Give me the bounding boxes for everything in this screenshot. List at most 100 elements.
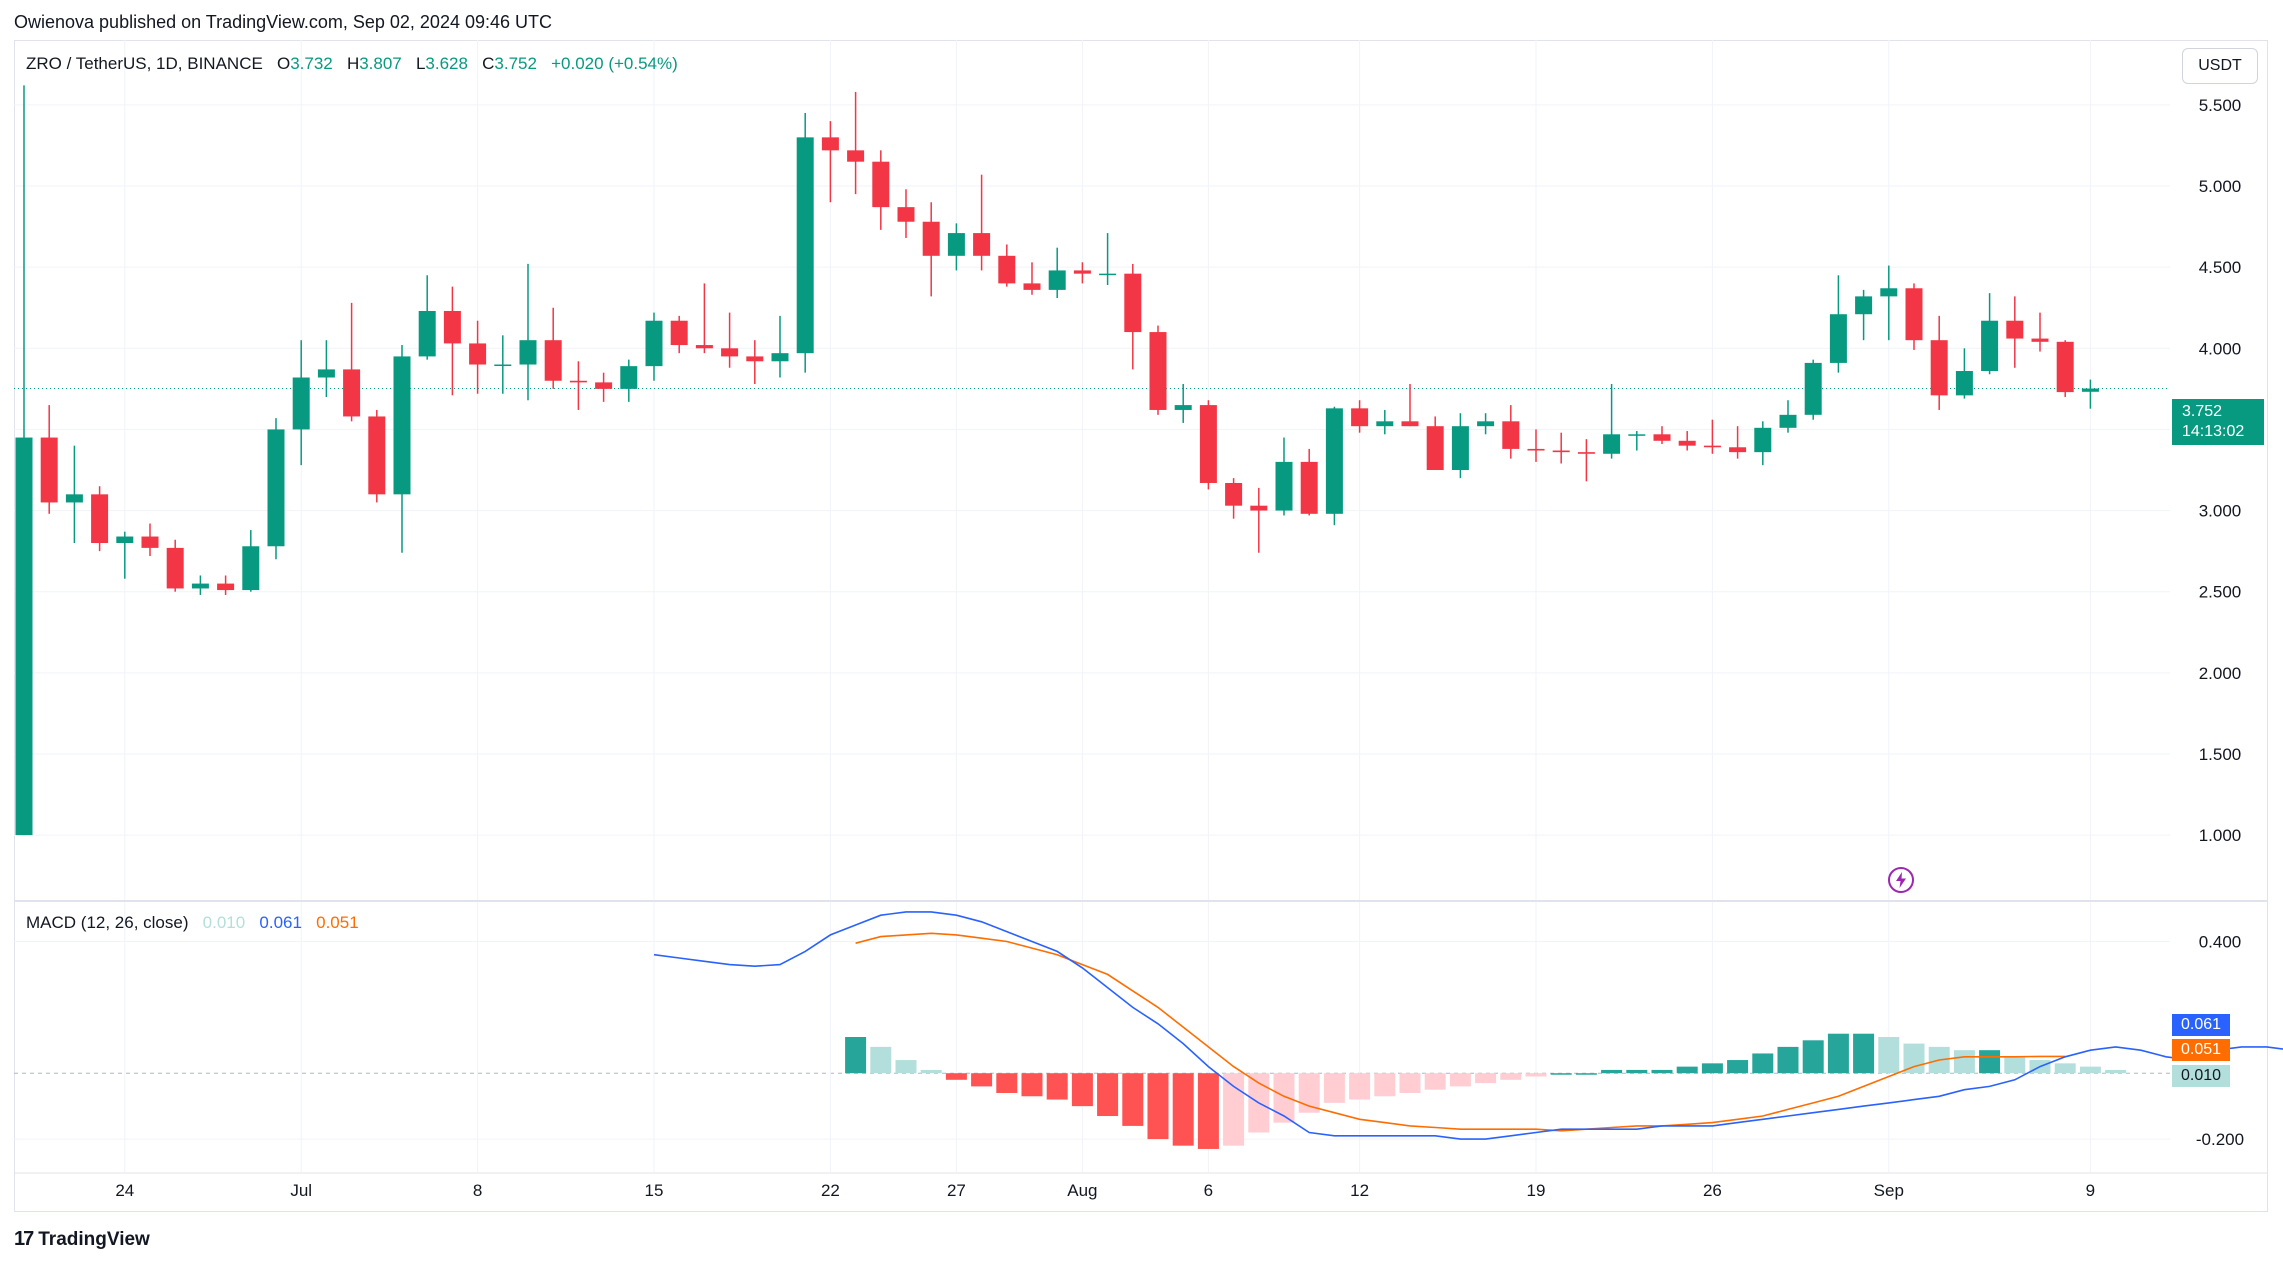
time-tick-label: Jul bbox=[290, 1181, 312, 1200]
candle-body bbox=[1678, 440, 1696, 446]
candle bbox=[1703, 419, 1721, 454]
candle-body bbox=[494, 364, 512, 367]
candle-body bbox=[1603, 434, 1621, 454]
time-tick-label: 12 bbox=[1350, 1181, 1369, 1200]
macd-signal-tag: 0.051 bbox=[2172, 1039, 2230, 1061]
candle-body bbox=[40, 437, 58, 503]
candle bbox=[443, 286, 461, 396]
macd-histogram-bar bbox=[1097, 1073, 1119, 1117]
time-tick-label: Sep bbox=[1874, 1181, 1904, 1200]
candle bbox=[1023, 262, 1041, 295]
candle bbox=[1779, 400, 1797, 433]
candle-body bbox=[973, 233, 991, 256]
macd-legend[interactable]: MACD (12, 26, close) 0.010 0.061 0.051 bbox=[26, 913, 359, 933]
time-axis[interactable]: 24 Jul 8 15 22 27 Aug 6 12 19 26 Sep 9 bbox=[115, 1181, 2095, 1200]
currency-button[interactable]: USDT bbox=[2182, 48, 2258, 84]
candle bbox=[872, 150, 890, 230]
candle-body bbox=[1930, 340, 1948, 396]
price-axis[interactable]: 5.5005.0004.5004.0003.5003.0002.5002.000… bbox=[2199, 96, 2242, 845]
candle bbox=[645, 312, 663, 381]
symbol-legend[interactable]: ZRO / TetherUS, 1D, BINANCE O3.732 H3.80… bbox=[26, 54, 678, 74]
candle-body bbox=[1048, 270, 1066, 290]
candle-body bbox=[1250, 505, 1268, 511]
candle bbox=[494, 335, 512, 394]
candle bbox=[1855, 289, 1873, 341]
candle bbox=[897, 189, 915, 238]
macd-histogram-bar bbox=[1197, 1073, 1219, 1149]
price-tick-label: 3.000 bbox=[2199, 502, 2242, 521]
open-value: 3.732 bbox=[290, 54, 333, 73]
candle bbox=[1577, 439, 1595, 482]
tradingview-mark-icon: 17 bbox=[14, 1228, 34, 1250]
candle bbox=[166, 539, 184, 592]
time-tick-label: 15 bbox=[645, 1181, 664, 1200]
macd-axis[interactable]: 0.400 -0.200 bbox=[2196, 933, 2244, 1150]
macd-histogram-bar bbox=[1777, 1046, 1799, 1074]
price-tick-label: 5.500 bbox=[2199, 96, 2242, 115]
open-label: O bbox=[276, 54, 291, 73]
macd-histogram-bar bbox=[1575, 1073, 1597, 1075]
candle bbox=[1981, 293, 1999, 375]
candle bbox=[1603, 384, 1621, 459]
macd-histogram-bar bbox=[1399, 1073, 1421, 1093]
candle bbox=[418, 275, 436, 360]
pane-separator bbox=[14, 900, 2268, 1174]
macd-histogram-bar bbox=[945, 1073, 967, 1080]
candle bbox=[1502, 405, 1520, 459]
candle-body bbox=[141, 536, 159, 548]
candle bbox=[821, 121, 839, 203]
change-value: +0.020 (+0.54%) bbox=[551, 54, 678, 73]
candle bbox=[317, 340, 335, 397]
publish-info: Owienova published on TradingView.com, S… bbox=[14, 12, 553, 32]
candle-body bbox=[469, 343, 487, 365]
grid-lines bbox=[14, 40, 2170, 1172]
candle bbox=[1300, 448, 1318, 516]
candle-body bbox=[2006, 320, 2024, 339]
time-tick-label: 9 bbox=[2086, 1181, 2095, 1200]
tradingview-brand: TradingView bbox=[38, 1228, 150, 1250]
macd-histogram-bar bbox=[1525, 1073, 1547, 1077]
candle-body bbox=[1703, 445, 1721, 448]
candle bbox=[141, 523, 159, 556]
candle bbox=[847, 91, 865, 195]
candle-body bbox=[1325, 408, 1343, 514]
candle bbox=[569, 361, 587, 410]
candle bbox=[1275, 437, 1293, 516]
time-tick-label: 8 bbox=[473, 1181, 482, 1200]
candle-body bbox=[569, 380, 587, 383]
candle bbox=[746, 340, 764, 384]
macd-histogram-bar bbox=[1727, 1060, 1749, 1074]
macd-title: MACD (12, 26, close) bbox=[26, 913, 189, 932]
candle-body bbox=[2081, 388, 2099, 392]
candle-body bbox=[645, 320, 663, 367]
time-tick-label: 6 bbox=[1204, 1181, 1213, 1200]
candle bbox=[1376, 409, 1394, 435]
tradingview-logo[interactable]: 17 TradingView bbox=[14, 1228, 150, 1251]
candle bbox=[91, 486, 109, 552]
lightning-icon[interactable] bbox=[1887, 866, 1915, 894]
candle bbox=[1905, 283, 1923, 350]
macd-histogram-bar bbox=[870, 1046, 892, 1074]
candle bbox=[368, 409, 386, 503]
macd-histogram-bar bbox=[1651, 1069, 1673, 1074]
macd-histogram-bar bbox=[1878, 1037, 1900, 1074]
candle bbox=[1048, 247, 1066, 298]
candle bbox=[1804, 359, 1822, 420]
candle-body bbox=[242, 546, 260, 591]
chart-frame bbox=[14, 40, 2268, 1212]
candle-body bbox=[217, 583, 235, 591]
candle-body bbox=[1149, 332, 1167, 410]
macd-histogram-bar bbox=[1323, 1073, 1345, 1103]
candle-body bbox=[1225, 482, 1243, 506]
price-tick-label: 1.000 bbox=[2199, 826, 2242, 845]
macd-histogram-bar bbox=[1349, 1073, 1371, 1100]
price-tick-label: 2.000 bbox=[2199, 664, 2242, 683]
macd-histogram-bar bbox=[1626, 1069, 1648, 1074]
candle-body bbox=[116, 536, 134, 544]
candle-body bbox=[771, 353, 789, 362]
candle bbox=[1250, 487, 1268, 553]
candle bbox=[1880, 265, 1898, 341]
candle-body bbox=[15, 437, 33, 836]
candle bbox=[1401, 384, 1419, 427]
